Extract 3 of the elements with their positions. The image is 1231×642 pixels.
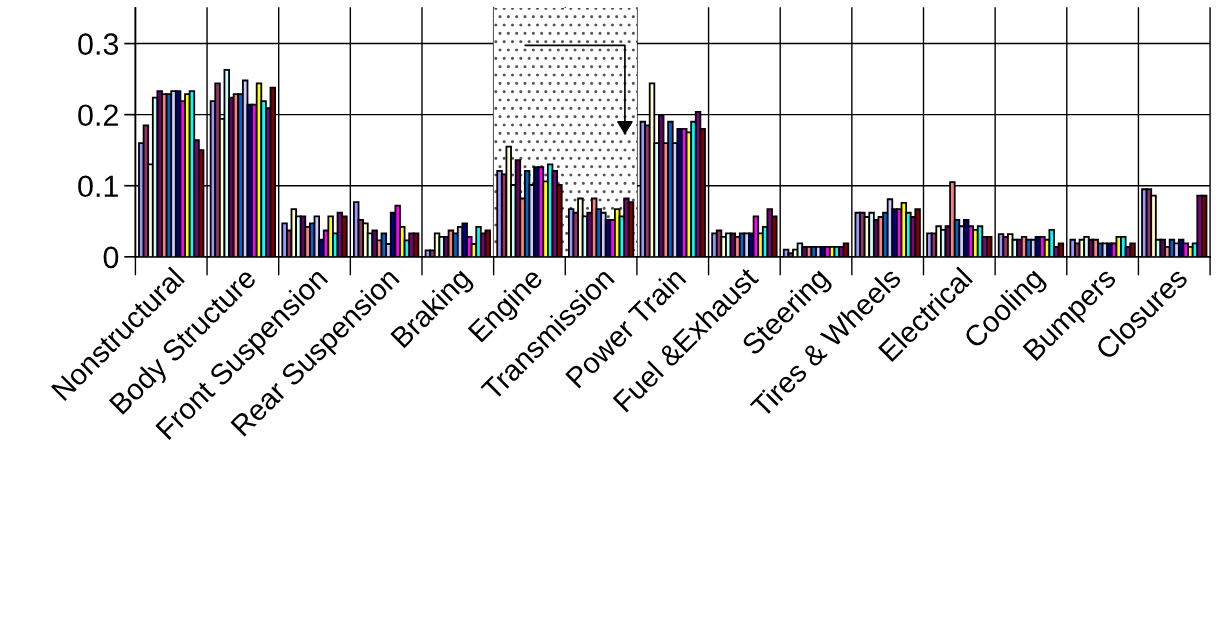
y-tick-label: 0.2	[78, 104, 118, 127]
y-tick-label: 0.1	[78, 175, 118, 198]
y-tick-label: 0.3	[78, 33, 119, 55]
